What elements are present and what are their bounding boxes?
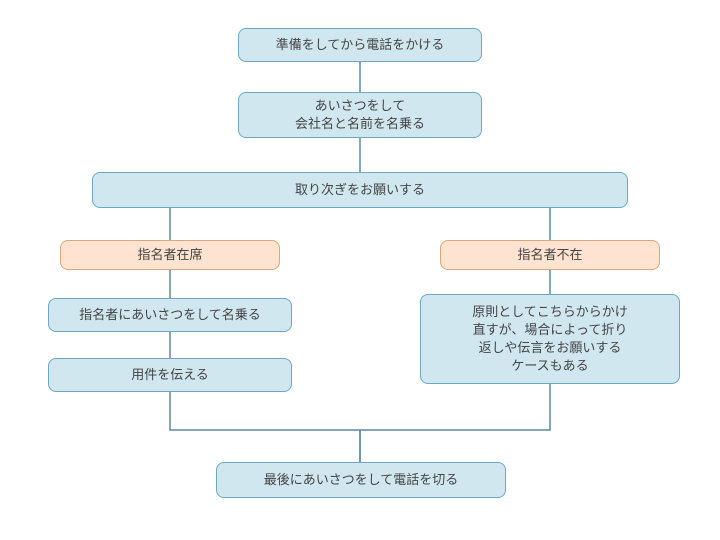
- flowchart-node-n7: 用件を伝える: [48, 358, 292, 392]
- flowchart-node-n4: 指名者在席: [60, 240, 280, 270]
- flowchart-node-n2: あいさつをして 会社名と名前を名乗る: [238, 92, 482, 138]
- flowchart-node-n1: 準備をしてから電話をかける: [238, 28, 482, 62]
- connector: [360, 384, 550, 462]
- flowchart-node-n9: 最後にあいさつをして電話を切る: [216, 462, 506, 498]
- flowchart-node-n6: 指名者にあいさつをして名乗る: [48, 298, 292, 332]
- connector: [170, 392, 360, 462]
- flowchart-node-n5: 指名者不在: [440, 240, 660, 270]
- flowchart-node-n8: 原則としてこちらからかけ 直すが、場合によって折り 返しや伝言をお願いする ケー…: [420, 294, 680, 384]
- flowchart-node-n3: 取り次ぎをお願いする: [92, 172, 628, 208]
- flowchart-connectors: [0, 0, 720, 540]
